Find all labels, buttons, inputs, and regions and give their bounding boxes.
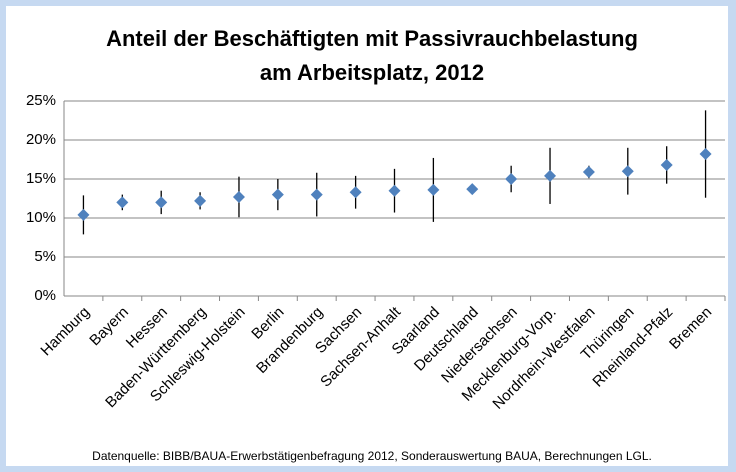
point bbox=[505, 173, 518, 185]
y-tick-label: 0% bbox=[34, 287, 56, 304]
source-note: Datenquelle: BIBB/BAUA-Erwerbstätigenbef… bbox=[92, 449, 652, 463]
point bbox=[388, 184, 401, 197]
y-tick-label: 25% bbox=[26, 92, 56, 109]
point bbox=[427, 183, 440, 196]
y-tick-label: 5% bbox=[34, 248, 56, 265]
point bbox=[310, 188, 323, 201]
point bbox=[349, 186, 362, 199]
point bbox=[194, 194, 207, 207]
point bbox=[621, 165, 634, 178]
chart-title: am Arbeitsplatz, 2012 bbox=[260, 60, 484, 85]
point bbox=[77, 208, 90, 221]
point bbox=[466, 183, 479, 196]
point bbox=[116, 196, 129, 209]
point bbox=[271, 188, 284, 201]
y-tick-label: 10% bbox=[26, 209, 56, 226]
point bbox=[660, 158, 673, 171]
chart-area bbox=[6, 6, 728, 466]
point bbox=[155, 196, 168, 209]
point bbox=[544, 169, 557, 182]
chart-title: Anteil der Beschäftigten mit Passivrauch… bbox=[106, 26, 638, 51]
point bbox=[232, 190, 245, 203]
y-tick-label: 20% bbox=[26, 131, 56, 148]
y-tick-label: 15% bbox=[26, 170, 56, 187]
point bbox=[582, 165, 595, 178]
point bbox=[699, 148, 712, 161]
